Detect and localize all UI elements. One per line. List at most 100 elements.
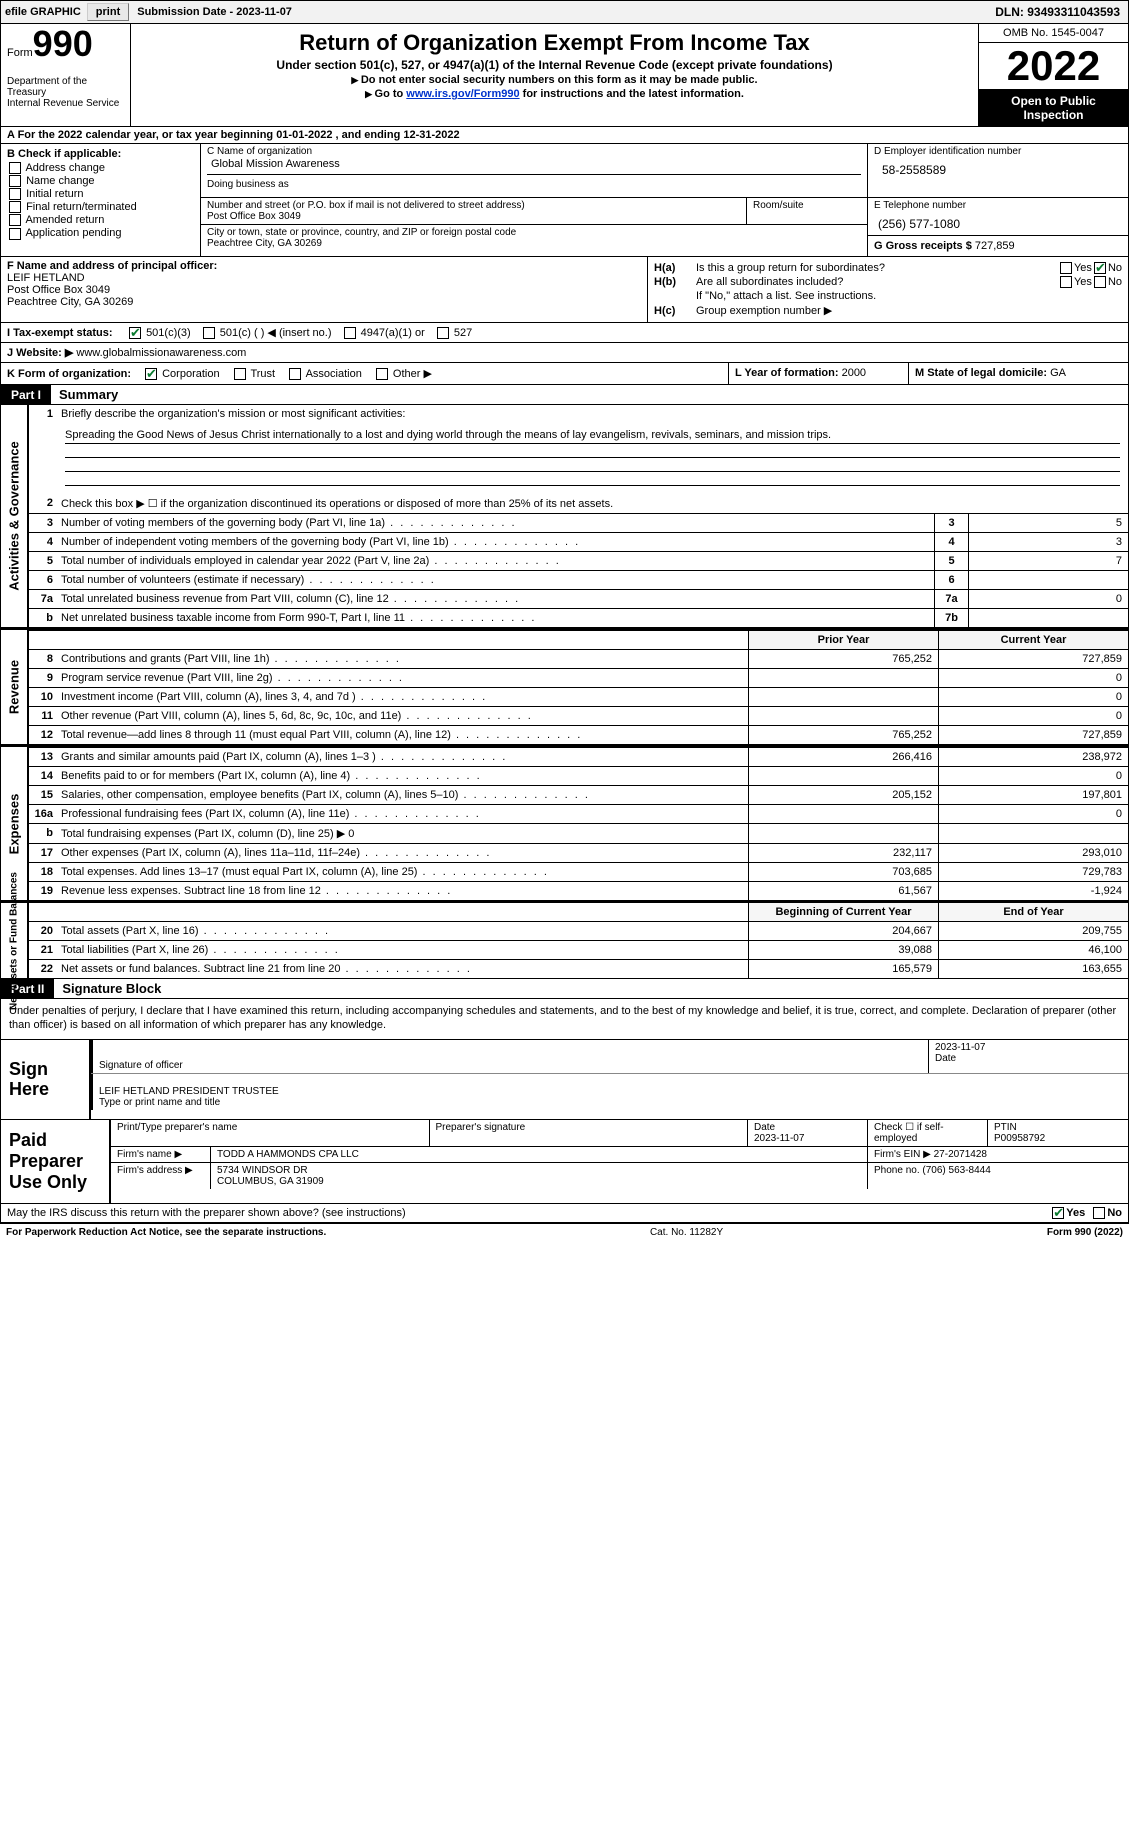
firm-name-value: TODD A HAMMONDS CPA LLC [211, 1147, 868, 1162]
preparer-ptin: PTINP00958792 [988, 1120, 1128, 1146]
summary-line: 5Total number of individuals employed in… [29, 551, 1128, 570]
vtab-governance-text: Activities & Governance [7, 442, 22, 592]
vtab-netassets: Net Assets or Fund Balances [1, 903, 29, 978]
line-desc: Total number of individuals employed in … [57, 552, 934, 570]
city-label: City or town, state or province, country… [207, 227, 861, 238]
data-line: 19Revenue less expenses. Subtract line 1… [29, 881, 1128, 900]
city-cell: City or town, state or province, country… [201, 225, 867, 251]
line-val: 3 [968, 533, 1128, 551]
hb-no[interactable]: No [1092, 276, 1122, 288]
revenue-section: Revenue Prior Year Current Year 8Contrib… [0, 628, 1129, 745]
line-current: 0 [938, 707, 1128, 725]
officer-addr1: Post Office Box 3049 [7, 284, 641, 296]
chk-application-pending[interactable]: Application pending [7, 227, 194, 239]
domicile-value: GA [1050, 367, 1066, 379]
chk-4947[interactable]: 4947(a)(1) or [342, 327, 425, 339]
line-desc: Total expenses. Add lines 13–17 (must eq… [57, 863, 748, 881]
vtab-expenses-text: Expenses [7, 794, 22, 855]
suite-label: Room/suite [753, 200, 861, 211]
line-desc: Total liabilities (Part X, line 26) [57, 941, 748, 959]
col-beginning-year: Beginning of Current Year [748, 903, 938, 921]
ha-no[interactable]: No [1092, 262, 1122, 274]
discuss-no[interactable]: No [1091, 1207, 1122, 1219]
city-value: Peachtree City, GA 30269 [207, 238, 861, 249]
form-org-label: K Form of organization: [7, 368, 131, 380]
line-desc: Total assets (Part X, line 16) [57, 922, 748, 940]
line-prior: 205,152 [748, 786, 938, 804]
line-current: 729,783 [938, 863, 1128, 881]
line-current: 209,755 [938, 922, 1128, 940]
line-prior [748, 688, 938, 706]
dln-label: DLN: 93493311043593 [987, 3, 1128, 21]
line-num: 6 [29, 571, 57, 589]
line-current: 238,972 [938, 748, 1128, 766]
line-prior: 165,579 [748, 960, 938, 978]
net-assets-section: Net Assets or Fund Balances Beginning of… [0, 901, 1129, 979]
footer-left: For Paperwork Reduction Act Notice, see … [6, 1227, 326, 1238]
chk-corp[interactable]: Corporation [143, 368, 220, 380]
chk-final-return[interactable]: Final return/terminated [7, 201, 194, 213]
print-button[interactable]: print [87, 3, 129, 21]
line-desc: Net unrelated business taxable income fr… [57, 609, 934, 627]
line-num: 8 [29, 650, 57, 668]
data-line: 10Investment income (Part VIII, column (… [29, 687, 1128, 706]
chk-527[interactable]: 527 [435, 327, 472, 339]
summary-line: bNet unrelated business taxable income f… [29, 608, 1128, 627]
line-desc: Total unrelated business revenue from Pa… [57, 590, 934, 608]
preparer-self-employed[interactable]: Check ☐ if self-employed [868, 1120, 988, 1146]
line-prior [748, 805, 938, 823]
top-bar: efile GRAPHIC print Submission Date - 20… [0, 0, 1129, 24]
chk-501c3[interactable]: 501(c)(3) [127, 327, 191, 339]
box-l: L Year of formation: 2000 [728, 363, 908, 384]
firm-phone: Phone no. (706) 563-8444 [868, 1163, 1128, 1189]
chk-other[interactable]: Other ▶ [374, 367, 432, 380]
line-current: 0 [938, 767, 1128, 785]
org-name-value: Global Mission Awareness [207, 157, 861, 174]
year-formation-label: L Year of formation: [735, 367, 839, 379]
ha-yes[interactable]: Yes [1058, 262, 1092, 274]
hb-yes[interactable]: Yes [1058, 276, 1092, 288]
line-num: 16a [29, 805, 57, 823]
form-word: Form [7, 47, 33, 59]
sign-here-label: Sign Here [1, 1040, 91, 1120]
col-b-header: B Check if applicable: [7, 148, 194, 160]
line-box: 3 [934, 514, 968, 532]
line-num: 22 [29, 960, 57, 978]
chk-assoc[interactable]: Association [287, 368, 362, 380]
firm-ein: Firm's EIN ▶ 27-2071428 [868, 1147, 1128, 1162]
chk-501c[interactable]: 501(c) ( ) ◀ (insert no.) [201, 326, 332, 339]
chk-name-change[interactable]: Name change [7, 175, 194, 187]
line-num: 3 [29, 514, 57, 532]
paid-preparer-block: Paid Preparer Use Only Print/Type prepar… [0, 1120, 1129, 1203]
line-current: 727,859 [938, 726, 1128, 744]
discuss-row: May the IRS discuss this return with the… [0, 1204, 1129, 1223]
row-a-calendar-year: A For the 2022 calendar year, or tax yea… [0, 127, 1129, 144]
vtab-revenue-text: Revenue [7, 660, 22, 714]
footer-right: Form 990 (2022) [1047, 1227, 1123, 1238]
sign-date-cell: 2023-11-07 Date [928, 1040, 1128, 1073]
ha-label: H(a) [654, 262, 696, 274]
chk-initial-return[interactable]: Initial return [7, 188, 194, 200]
col-end-year: End of Year [938, 903, 1128, 921]
telephone-value: (256) 577-1080 [868, 213, 1128, 235]
line-num: 5 [29, 552, 57, 570]
chk-address-change[interactable]: Address change [7, 162, 194, 174]
line-prior: 204,667 [748, 922, 938, 940]
year-formation-value: 2000 [842, 367, 866, 379]
line-desc: Total revenue—add lines 8 through 11 (mu… [57, 726, 748, 744]
preparer-date-cell: Date2023-11-07 [748, 1120, 868, 1146]
line-box: 6 [934, 571, 968, 589]
rev-hdr-desc [57, 631, 748, 649]
chk-amended-return[interactable]: Amended return [7, 214, 194, 226]
line-current: 0 [938, 669, 1128, 687]
line-prior: 765,252 [748, 726, 938, 744]
discuss-yes[interactable]: Yes [1050, 1207, 1085, 1219]
sub3-post: for instructions and the latest informat… [520, 88, 744, 100]
footer-row: For Paperwork Reduction Act Notice, see … [0, 1223, 1129, 1241]
irs-link[interactable]: www.irs.gov/Form990 [406, 88, 519, 100]
officer-signature-cell[interactable]: Signature of officer [91, 1040, 928, 1073]
vtab-governance: Activities & Governance [1, 405, 29, 627]
dba-label: Doing business as [207, 174, 861, 190]
chk-trust[interactable]: Trust [232, 368, 276, 380]
line-1-num: 1 [29, 405, 57, 423]
